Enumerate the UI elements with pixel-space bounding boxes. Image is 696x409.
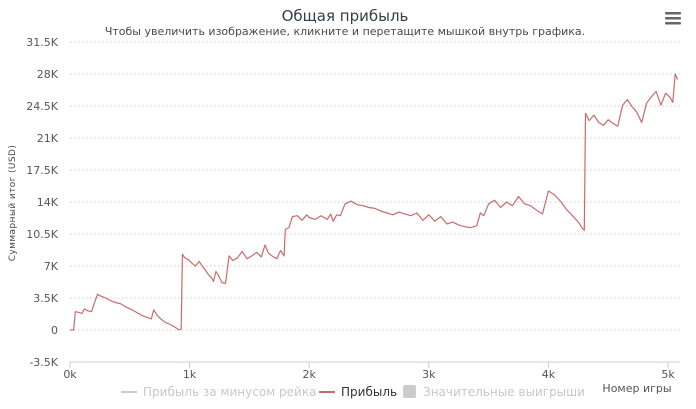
y-tick-label: -3.5K: [29, 356, 58, 369]
x-axis-tick-labels: 0k 1k 2k 3k 4k 5k: [63, 362, 675, 381]
series-layer: [70, 73, 679, 331]
x-tick-label: 4k: [542, 368, 556, 381]
x-tick-label: 2k: [303, 368, 317, 381]
y-tick-label: 31.5K: [26, 36, 58, 49]
y-tick-label: 7K: [44, 260, 59, 273]
series-line-profit[interactable]: [70, 73, 679, 331]
y-tick-label: 24.5K: [26, 100, 58, 113]
y-tick-label: 28K: [37, 68, 59, 81]
y-tick-label: 3.5K: [33, 292, 58, 305]
y-tick-label: 17.5K: [26, 164, 58, 177]
legend-label: Прибыль за минусом рейка: [143, 385, 316, 399]
x-axis-title: Номер игры: [602, 382, 671, 395]
x-tick-label: 0k: [63, 368, 77, 381]
x-tick-label: 1k: [183, 368, 197, 381]
y-tick-label: 21K: [37, 132, 59, 145]
y-tick-label: 10.5K: [26, 228, 58, 241]
legend-label: Прибыль: [341, 385, 397, 399]
grid-lines: [70, 41, 680, 331]
y-tick-label: 14K: [37, 196, 59, 209]
x-tick-label: 5k: [661, 368, 675, 381]
y-axis-title: Суммарный итог (USD): [8, 145, 18, 262]
legend-item-profit[interactable]: Прибыль: [319, 385, 397, 399]
x-tick-label: 3k: [422, 368, 436, 381]
hamburger-menu-icon: [665, 12, 681, 25]
chart-subtitle: Чтобы увеличить изображение, кликните и …: [105, 25, 585, 38]
legend-square-marker: [403, 385, 416, 398]
y-tick-label: 0: [51, 324, 58, 337]
legend-item-net-profit[interactable]: Прибыль за минусом рейка: [121, 385, 316, 399]
legend-label: Значительные выигрыши: [423, 385, 585, 399]
legend-item-big-wins[interactable]: Значительные выигрыши: [403, 385, 585, 399]
legend: Прибыль за минусом рейка Прибыль Значите…: [121, 385, 585, 399]
context-menu-button[interactable]: [664, 11, 682, 25]
chart-title: Общая прибыль: [282, 7, 409, 25]
y-axis-tick-labels: -3.5K 0 3.5K 7K 10.5K 14K 17.5K 21K 24.5K 28K 31.5…: [26, 36, 58, 369]
